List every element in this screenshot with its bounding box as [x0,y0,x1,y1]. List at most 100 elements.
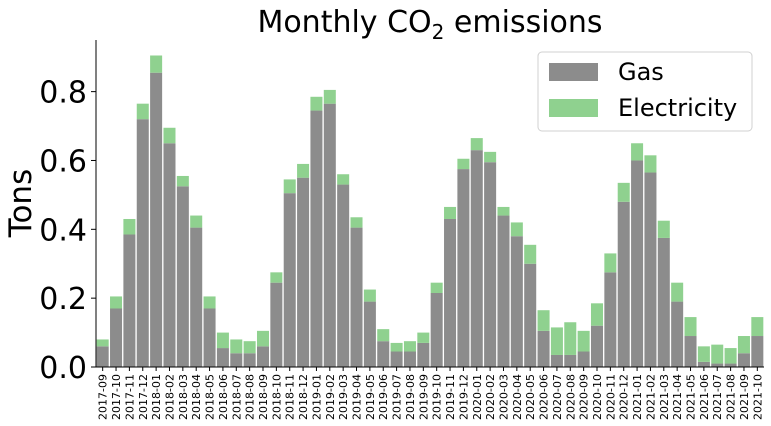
bar-gas-2021-04 [671,301,684,367]
x-tick-label: 2018-05 [204,374,217,420]
bar-gas-2020-08 [564,354,577,367]
bar-gas-2020-12 [617,201,630,367]
x-tick-label: 2018-01 [150,374,163,420]
x-tick-label: 2021-02 [644,374,657,420]
bar-electricity-2019-03 [337,174,350,185]
bar-gas-2019-08 [403,351,416,367]
bar-gas-2017-09 [96,346,109,367]
bar-gas-2019-10 [430,292,443,367]
bar-electricity-2021-04 [671,282,684,302]
bar-electricity-2019-01 [310,96,323,111]
bar-electricity-2020-10 [590,303,604,326]
bar-electricity-2021-03 [657,220,670,238]
x-tick-label: 2020-02 [484,374,497,420]
bar-gas-2018-12 [297,177,310,367]
bar-gas-2019-09 [417,342,430,367]
bar-gas-2021-10 [751,336,764,367]
bar-electricity-2019-05 [363,289,376,302]
x-tick-label: 2020-07 [551,374,564,420]
x-tick-label: 2020-03 [497,374,510,420]
x-tick-label: 2019-01 [310,374,323,420]
bar-electricity-2017-11 [123,218,136,235]
bar-gas-2019-11 [444,218,457,367]
x-tick-label: 2019-08 [404,374,417,420]
x-tick-label: 2020-05 [524,374,537,420]
bar-gas-2020-06 [537,330,550,367]
bar-electricity-2017-09 [96,339,109,347]
bar-gas-2018-09 [256,346,270,367]
bar-gas-2018-03 [176,186,189,367]
bar-electricity-2018-11 [283,179,296,194]
bar-gas-2018-08 [243,353,256,367]
bar-electricity-2018-01 [150,55,163,73]
x-tick-label: 2021-04 [671,374,684,420]
x-tick-label: 2020-06 [538,374,551,420]
bar-gas-2019-12 [457,169,470,367]
x-tick-label: 2020-08 [564,374,577,420]
x-tick-label: 2019-07 [391,374,404,420]
bar-gas-2020-02 [484,162,497,367]
bar-electricity-2021-09 [737,336,750,354]
bar-gas-2019-02 [323,103,336,368]
bar-gas-2020-01 [470,150,483,367]
bar-electricity-2021-07 [711,344,724,364]
x-tick-label: 2021-07 [711,374,724,420]
x-tick-label: 2021-05 [685,374,698,420]
bar-gas-2020-09 [577,351,590,367]
chart-title: Monthly CO2 emissions [257,5,602,44]
x-tick-label: 2020-10 [591,374,604,420]
bar-electricity-2018-12 [297,163,310,178]
x-tick-label: 2018-08 [244,374,257,420]
bar-electricity-2019-09 [417,332,430,343]
x-tick-label: 2020-09 [578,374,591,420]
x-tick-label: 2019-03 [337,374,350,420]
bar-electricity-2018-07 [230,339,243,354]
bar-gas-2019-05 [363,301,376,367]
x-tick-label: 2019-09 [417,374,430,420]
bar-electricity-2020-05 [524,244,537,264]
axes-layer: 0.0 0.2 0.4 0.6 0.8 2017-09 2017-10 2017-11 2017… [39,40,764,420]
bar-electricity-2019-08 [403,341,416,352]
bar-electricity-2018-10 [270,272,283,283]
bar-gas-2021-02 [644,172,657,367]
bar-electricity-2020-01 [470,138,483,151]
bar-gas-2020-11 [604,272,617,367]
bar-gas-2018-02 [163,143,176,367]
bar-electricity-2021-05 [684,317,697,337]
bar-electricity-2020-06 [537,310,550,331]
x-tick-label: 2019-12 [457,374,470,420]
bar-electricity-2020-07 [550,327,563,355]
x-tick-label: 2021-01 [631,374,644,420]
bar-electricity-2021-08 [724,348,737,364]
bar-gas-2018-01 [150,72,163,367]
legend: Gas Electricity [537,51,753,132]
x-tick-label: 2018-10 [270,374,283,420]
x-tick-label: 2021-08 [725,374,738,420]
bar-gas-2020-04 [510,236,523,367]
bar-gas-2019-07 [390,351,403,367]
x-tick-label: 2019-02 [324,374,337,420]
x-tick-label: 2019-05 [364,374,377,420]
x-tick-label: 2020-04 [511,374,524,420]
x-tick-label: 2018-12 [297,374,310,420]
bar-electricity-2021-06 [697,346,710,362]
bar-electricity-2020-03 [497,206,510,216]
legend-swatch-gas [549,63,598,81]
x-tick-label: 2018-07 [230,374,243,420]
bar-electricity-2021-10 [751,317,764,337]
bar-electricity-2018-05 [203,296,216,309]
bar-electricity-2017-10 [110,296,123,309]
y-tick-label: 0.4 [39,213,87,248]
legend-swatch-electricity [549,99,598,117]
x-tick-label: 2018-11 [284,374,297,420]
bar-electricity-2018-03 [176,175,189,187]
bar-gas-2019-01 [310,110,323,367]
y-tick-label: 0.2 [39,282,87,317]
bar-gas-2021-08 [724,363,737,367]
bar-electricity-2019-12 [457,158,470,170]
bar-electricity-2018-09 [256,330,270,347]
x-tick-label: 2018-06 [217,374,230,420]
bar-gas-2020-10 [590,325,604,367]
x-tick-label: 2020-12 [618,374,631,420]
